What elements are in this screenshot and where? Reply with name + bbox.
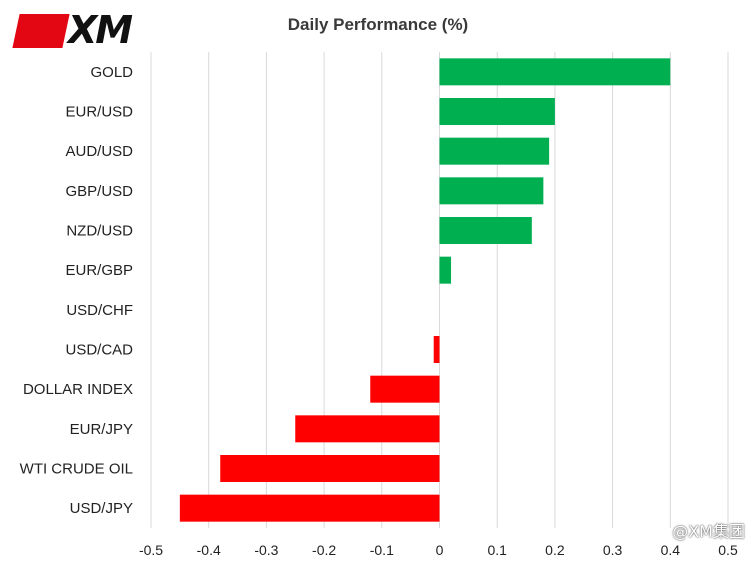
category-label: USD/CHF <box>66 302 133 319</box>
bar <box>220 455 440 482</box>
bar <box>439 217 532 244</box>
grid-lines <box>150 52 729 528</box>
bars <box>179 58 671 522</box>
x-tick-label: -0.5 <box>139 542 163 558</box>
bar <box>439 256 452 284</box>
logo-text: XM <box>68 8 133 52</box>
bar <box>370 375 440 403</box>
bar <box>433 336 440 363</box>
x-tick-label: -0.1 <box>370 542 394 558</box>
category-label: DOLLAR INDEX <box>23 381 133 398</box>
x-tick-label: -0.4 <box>197 542 221 558</box>
x-tick-label: 0.2 <box>545 542 565 558</box>
x-tick-label: 0.3 <box>603 542 623 558</box>
x-tick-label: 0.5 <box>718 542 738 558</box>
category-label: AUD/USD <box>65 143 133 160</box>
x-tick-label: -0.2 <box>312 542 336 558</box>
x-tick-label: 0 <box>436 542 444 558</box>
bar <box>295 415 440 443</box>
bar <box>179 494 440 522</box>
bar <box>439 58 671 86</box>
x-tick-label: -0.3 <box>254 542 278 558</box>
category-label: EUR/JPY <box>70 421 133 438</box>
category-labels: GOLD EUR/USD AUD/USD GBP/USD NZD/USD EUR/GBP U… <box>20 64 134 517</box>
category-label: GBP/USD <box>65 183 133 200</box>
chart-title: Daily Performance (%) <box>288 15 468 34</box>
category-label: EUR/GBP <box>65 262 133 279</box>
category-label: USD/JPY <box>70 500 133 517</box>
x-tick-labels: -0.5 -0.4 -0.3 -0.2 -0.1 0 0.1 0.2 0.3 0.4 0.5 <box>139 542 738 558</box>
bar <box>439 137 550 165</box>
category-label: EUR/USD <box>65 104 133 121</box>
category-label: NZD/USD <box>66 223 133 240</box>
x-tick-label: 0.4 <box>661 542 681 558</box>
category-label: WTI CRUDE OIL <box>20 461 133 478</box>
bar <box>439 177 544 205</box>
watermark: @XM集团 <box>672 522 745 541</box>
xm-logo: XM <box>12 8 156 52</box>
category-label: GOLD <box>90 64 133 81</box>
category-label: USD/CAD <box>65 342 133 359</box>
x-tick-label: 0.1 <box>487 542 507 558</box>
bar <box>439 98 555 125</box>
